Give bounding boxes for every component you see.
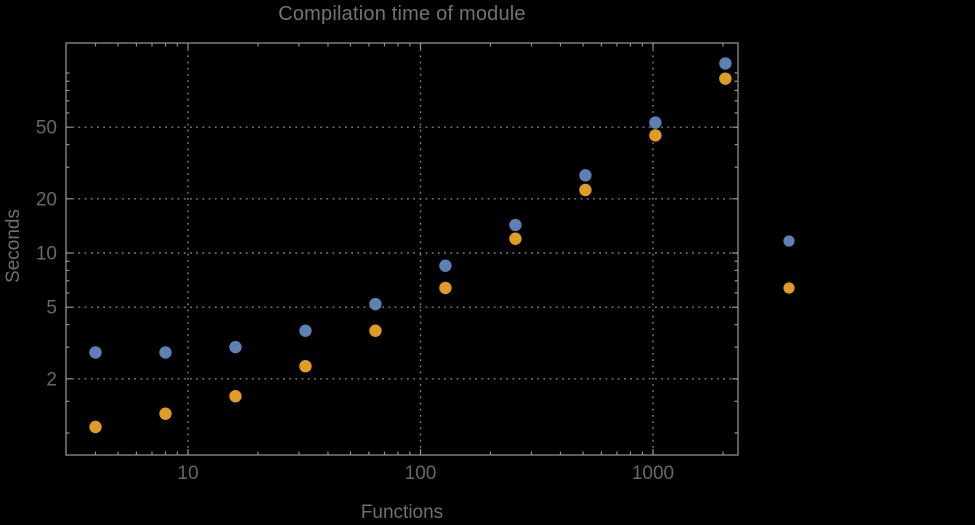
x-tick-label: 10 <box>177 463 198 484</box>
data-point-orange <box>439 281 452 295</box>
data-point-blue <box>229 340 242 354</box>
plot-frame <box>65 42 739 456</box>
data-point-blue <box>369 297 382 311</box>
data-point-blue <box>579 169 592 182</box>
legend-marker-orange <box>783 282 795 294</box>
data-point-blue <box>509 218 522 232</box>
y-tick-label: 20 <box>36 189 57 210</box>
data-point-blue <box>89 346 102 359</box>
data-point-orange <box>719 72 732 85</box>
data-point-orange <box>159 407 172 420</box>
data-point-orange <box>649 129 662 142</box>
data-point-orange <box>579 183 592 197</box>
data-point-blue <box>719 57 732 70</box>
y-tick-label: 2 <box>46 369 57 390</box>
y-tick-label: 10 <box>36 244 57 265</box>
x-tick-label: 1000 <box>632 463 674 484</box>
data-point-blue <box>649 116 662 129</box>
data-point-orange <box>299 360 312 373</box>
legend-marker-blue <box>783 235 795 247</box>
y-tick-label: 5 <box>46 298 57 319</box>
data-point-orange <box>509 232 522 245</box>
data-point-orange <box>369 324 382 337</box>
data-point-orange <box>229 390 242 403</box>
x-tick-label: 100 <box>405 463 437 484</box>
data-point-blue <box>439 259 452 272</box>
y-tick-label: 50 <box>36 118 57 139</box>
chart-title: Compilation time of module <box>278 3 526 25</box>
data-point-blue <box>159 346 172 359</box>
x-axis-label: Functions <box>360 502 444 523</box>
y-axis-label: Seconds <box>3 209 24 283</box>
data-point-orange <box>89 420 102 434</box>
data-point-blue <box>299 324 312 337</box>
